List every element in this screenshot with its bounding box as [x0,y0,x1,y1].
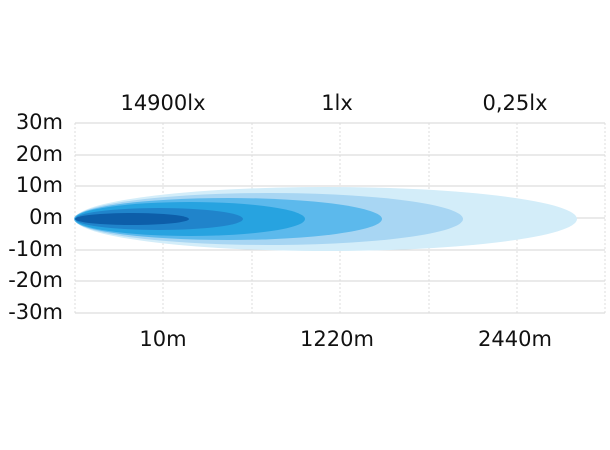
beam-zone [75,213,189,225]
y-label: -30m [8,300,63,324]
distance-label: 10m [139,327,186,351]
y-label: 0m [29,205,63,229]
beam [74,187,577,251]
y-labels: 30m 20m 10m 0m -10m -20m -30m [8,110,63,324]
y-label: 20m [16,142,63,166]
distance-label: 2440m [478,327,552,351]
bottom-labels: 10m 1220m 2440m [139,327,552,351]
y-label: -20m [8,268,63,292]
lux-label: 0,25lx [482,91,547,115]
lux-label: 14900lx [120,91,205,115]
y-label: 10m [16,173,63,197]
top-labels: 14900lx 1lx 0,25lx [120,91,547,115]
distance-label: 1220m [300,327,374,351]
y-label: -10m [8,237,63,261]
y-label: 30m [16,110,63,134]
lux-label: 1lx [321,91,353,115]
